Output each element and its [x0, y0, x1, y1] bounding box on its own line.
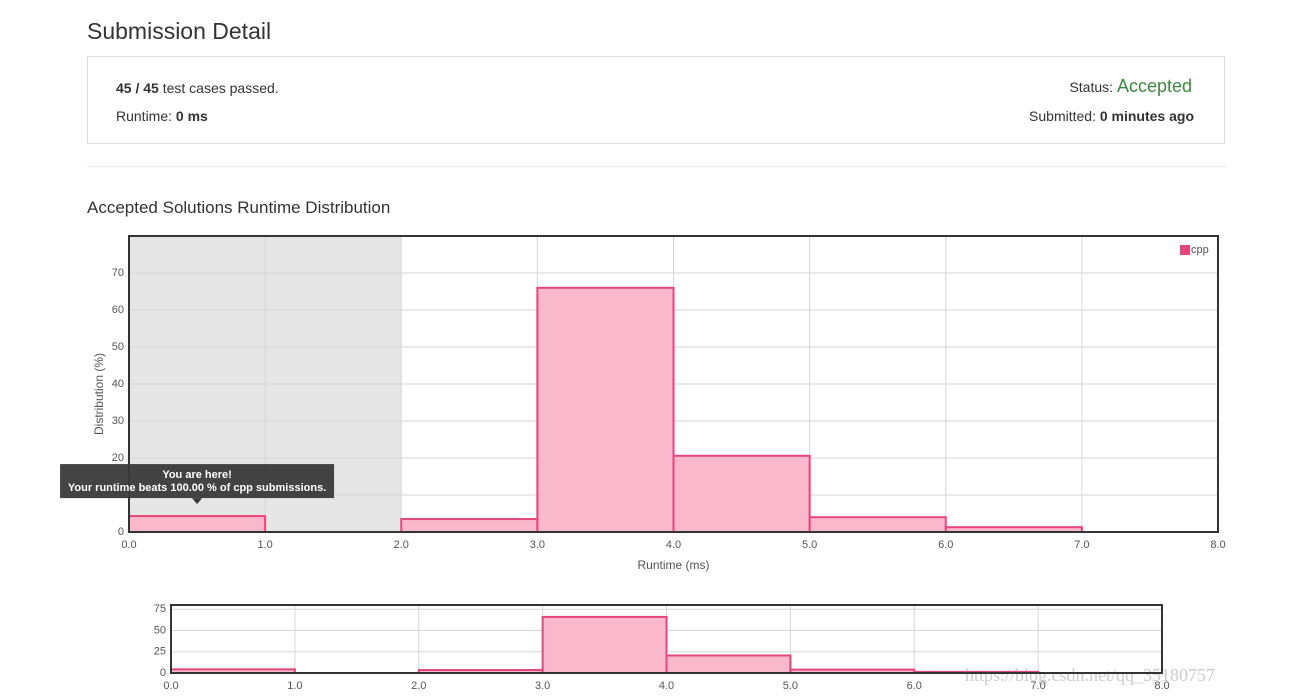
x-tick-label: 3.0: [530, 539, 545, 551]
y-tick-label: 25: [154, 646, 166, 658]
passed: 45: [116, 80, 132, 96]
y-tick-label: 70: [112, 267, 124, 279]
tooltip-box: [60, 464, 335, 499]
passed-text: test cases passed.: [162, 80, 279, 96]
cases-line: 45 / 45 test cases passed.: [116, 80, 279, 96]
bar: [672, 454, 811, 533]
submitted: 0 minutes ago: [1099, 108, 1194, 124]
status-label: Status:: [1069, 79, 1114, 95]
page-title: Submission Detail: [87, 18, 272, 44]
divider: [87, 166, 1227, 167]
x-tick-label: 5.0: [783, 680, 798, 692]
x-tick-label: 7.0: [1030, 680, 1045, 692]
x-tick-label: 0.0: [121, 539, 136, 551]
summary-panel: 45 / 45 test cases passed. Runtime: 0 ms…: [87, 56, 1225, 144]
y-tick-label: 50: [112, 341, 124, 353]
submitted-line: Submitted: 0 minutes ago: [1029, 108, 1194, 124]
x-tick-label: 4.0: [659, 680, 674, 692]
plot-border: [170, 604, 1163, 674]
x-tick-label: 5.0: [802, 539, 817, 551]
x-tick-label: 2.0: [411, 680, 426, 692]
y-tick-label: 75: [154, 603, 166, 615]
y-tick-label: 0: [118, 526, 124, 538]
bar: [536, 286, 675, 533]
x-tick-label: 1.0: [257, 539, 272, 551]
legend-label: cpp: [1191, 244, 1209, 256]
bar: [541, 615, 668, 675]
y-tick-label: 0: [160, 667, 166, 679]
submitted-label: Submitted:: [1029, 108, 1096, 124]
tooltip-title: You are here!: [162, 469, 232, 481]
bar: [400, 518, 539, 533]
x-tick-label: 6.0: [938, 539, 953, 551]
status-line: Status: Accepted: [1069, 76, 1192, 97]
bar: [128, 515, 267, 534]
y-tick-label: 30: [112, 415, 124, 427]
x-tick-label: 3.0: [535, 680, 550, 692]
chart-title: Accepted Solutions Runtime Distribution: [87, 198, 391, 217]
total: 45: [143, 80, 159, 96]
x-tick-label: 2.0: [394, 539, 409, 551]
y-tick-label: 40: [112, 378, 124, 390]
y-tick-label: 50: [154, 624, 166, 636]
watermark: https://blog.csdn.net/qq_35180757: [965, 665, 1215, 685]
y-tick-label: 20: [112, 452, 124, 464]
runtime-line: Runtime: 0 ms: [116, 108, 208, 124]
tooltip-text: Your runtime beats 100.00 % of cpp submi…: [68, 482, 326, 494]
legend-swatch: [1180, 245, 1190, 255]
runtime-label: Runtime:: [116, 108, 173, 124]
y-tick-label: 60: [112, 304, 124, 316]
separator: /: [135, 80, 140, 96]
bar: [665, 654, 792, 674]
x-tick-label: 8.0: [1210, 539, 1225, 551]
y-axis-label: Distribution (%): [92, 353, 106, 435]
x-tick-label: 7.0: [1074, 539, 1089, 551]
runtime: 0 ms: [175, 108, 208, 124]
plot-border: [128, 235, 1219, 533]
x-tick-label: 4.0: [666, 539, 681, 551]
x-tick-label: 6.0: [907, 680, 922, 692]
bar: [808, 516, 947, 534]
tooltip-arrow: [192, 498, 203, 505]
x-tick-label: 0.0: [163, 680, 178, 692]
x-tick-label: 1.0: [287, 680, 302, 692]
x-tick-label: 8.0: [1154, 680, 1169, 692]
status[interactable]: Accepted: [1116, 76, 1192, 96]
x-axis-label: Runtime (ms): [637, 558, 709, 572]
